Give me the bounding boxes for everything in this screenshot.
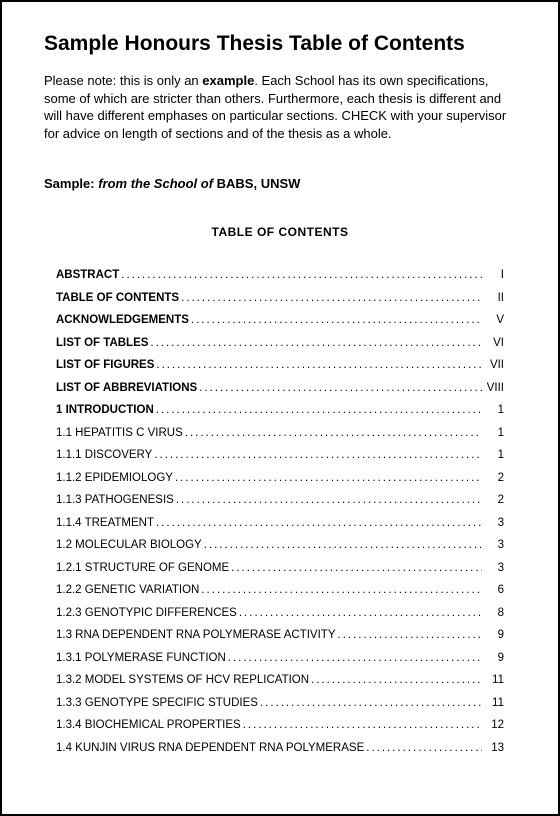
toc-leader [148, 337, 482, 349]
toc-leader [199, 584, 482, 596]
toc-leader [364, 742, 482, 754]
toc-page-number: 2 [482, 472, 504, 484]
toc-entry-label: 1.1.2 EPIDEMIOLOGY [56, 472, 173, 484]
toc-leader [154, 359, 482, 371]
toc-leader [197, 382, 482, 394]
toc-row: 1.2 MOLECULAR BIOLOGY 3 [56, 539, 504, 551]
toc-leader [229, 562, 482, 574]
toc-entry-label: 1.3 RNA DEPENDENT RNA POLYMERASE ACTIVIT… [56, 629, 336, 641]
toc-leader [119, 269, 482, 281]
toc-row: 1.2.2 GENETIC VARIATION 6 [56, 584, 504, 596]
toc-row: ABSTRACT I [56, 269, 504, 281]
toc-entry-label: 1.3.4 BIOCHEMICAL PROPERTIES [56, 719, 241, 731]
toc-page-number: VI [482, 337, 504, 349]
toc-row: 1.1.2 EPIDEMIOLOGY 2 [56, 472, 504, 484]
toc-row: 1.3.3 GENOTYPE SPECIFIC STUDIES 11 [56, 697, 504, 709]
toc-row: 1.3.2 MODEL SYSTEMS OF HCV REPLICATION 11 [56, 674, 504, 686]
toc-leader [154, 517, 482, 529]
toc-entry-label: ACKNOWLEDGEMENTS [56, 314, 189, 326]
toc-leader [336, 629, 483, 641]
toc-leader [174, 494, 482, 506]
toc-entry-label: 1.2.3 GENOTYPIC DIFFERENCES [56, 607, 237, 619]
sample-label: Sample: [44, 176, 98, 191]
toc-leader [179, 292, 482, 304]
toc-entry-label: LIST OF ABBREVIATIONS [56, 382, 197, 394]
toc-entry-label: 1 INTRODUCTION [56, 404, 154, 416]
note-prefix: Please note: this is only an [44, 73, 202, 88]
toc-entry-label: 1.1.3 PATHOGENESIS [56, 494, 174, 506]
toc-entry-label: 1.2 MOLECULAR BIOLOGY [56, 539, 202, 551]
toc-page-number: 1 [482, 427, 504, 439]
sample-italic: from the School of [98, 176, 213, 191]
toc-row: 1 INTRODUCTION 1 [56, 404, 504, 416]
toc-row: LIST OF ABBREVIATIONS VIII [56, 382, 504, 394]
toc-entry-label: 1.3.2 MODEL SYSTEMS OF HCV REPLICATION [56, 674, 309, 686]
toc-page-number: 2 [482, 494, 504, 506]
toc-page-number: 6 [482, 584, 504, 596]
toc-entry-label: 1.4 KUNJIN VIRUS RNA DEPENDENT RNA POLYM… [56, 742, 364, 754]
toc-leader [258, 697, 482, 709]
toc-heading: TABLE OF CONTENTS [44, 225, 516, 239]
toc-entry-label: TABLE OF CONTENTS [56, 292, 179, 304]
toc-leader [189, 314, 482, 326]
toc-entry-label: 1.2.2 GENETIC VARIATION [56, 584, 199, 596]
toc-page-number: 8 [482, 607, 504, 619]
toc-row: LIST OF TABLES VI [56, 337, 504, 349]
toc-page-number: 3 [482, 562, 504, 574]
toc-page-number: VII [482, 359, 504, 371]
toc-row: 1.2.3 GENOTYPIC DIFFERENCES 8 [56, 607, 504, 619]
toc-page-number: 1 [482, 404, 504, 416]
toc-row: 1.1.1 DISCOVERY 1 [56, 449, 504, 461]
toc-row: 1.3 RNA DEPENDENT RNA POLYMERASE ACTIVIT… [56, 629, 504, 641]
toc-leader [237, 607, 482, 619]
toc-row: LIST OF FIGURES VII [56, 359, 504, 371]
toc-row: 1.3.4 BIOCHEMICAL PROPERTIES 12 [56, 719, 504, 731]
toc-row: 1.4 KUNJIN VIRUS RNA DEPENDENT RNA POLYM… [56, 742, 504, 754]
toc-page-number: 11 [482, 697, 504, 709]
toc-entry-label: 1.1 HEPATITIS C VIRUS [56, 427, 183, 439]
sample-rest: BABS, UNSW [213, 176, 300, 191]
note-paragraph: Please note: this is only an example. Ea… [44, 72, 516, 142]
toc-entry-label: 1.2.1 STRUCTURE OF GENOME [56, 562, 229, 574]
toc-leader [309, 674, 482, 686]
toc-row: 1.1.4 TREATMENT 3 [56, 517, 504, 529]
toc-page-number: I [482, 269, 504, 281]
toc-row: 1.1.3 PATHOGENESIS 2 [56, 494, 504, 506]
note-bold: example [202, 73, 254, 88]
toc-entry-label: LIST OF FIGURES [56, 359, 154, 371]
toc-leader [173, 472, 482, 484]
toc-page-number: VIII [482, 382, 504, 394]
toc-leader [202, 539, 482, 551]
toc-page-number: V [482, 314, 504, 326]
toc-page-number: 9 [482, 629, 504, 641]
toc-entry-label: ABSTRACT [56, 269, 119, 281]
toc-row: 1.3.1 POLYMERASE FUNCTION 9 [56, 652, 504, 664]
toc-page-number: 3 [482, 539, 504, 551]
toc-page-number: 13 [482, 742, 504, 754]
toc-entry-label: 1.3.1 POLYMERASE FUNCTION [56, 652, 226, 664]
toc-row: 1.1 HEPATITIS C VIRUS 1 [56, 427, 504, 439]
toc-entry-label: 1.1.1 DISCOVERY [56, 449, 152, 461]
toc-page-number: 9 [482, 652, 504, 664]
toc-entry-label: 1.3.3 GENOTYPE SPECIFIC STUDIES [56, 697, 258, 709]
toc-leader [241, 719, 482, 731]
toc-leader [152, 449, 482, 461]
toc-entry-label: LIST OF TABLES [56, 337, 148, 349]
toc-page-number: II [482, 292, 504, 304]
toc-page-number: 1 [482, 449, 504, 461]
toc-leader [183, 427, 482, 439]
toc-list: ABSTRACT I TABLE OF CONTENTS II ACKNOWLEDGEM… [44, 269, 516, 754]
toc-leader [226, 652, 482, 664]
toc-page-number: 3 [482, 517, 504, 529]
toc-entry-label: 1.1.4 TREATMENT [56, 517, 154, 529]
toc-page-number: 12 [482, 719, 504, 731]
toc-page-number: 11 [482, 674, 504, 686]
sample-line: Sample: from the School of BABS, UNSW [44, 176, 516, 191]
page-title: Sample Honours Thesis Table of Contents [44, 32, 516, 56]
toc-row: 1.2.1 STRUCTURE OF GENOME 3 [56, 562, 504, 574]
toc-row: ACKNOWLEDGEMENTS V [56, 314, 504, 326]
toc-row: TABLE OF CONTENTS II [56, 292, 504, 304]
toc-leader [154, 404, 482, 416]
